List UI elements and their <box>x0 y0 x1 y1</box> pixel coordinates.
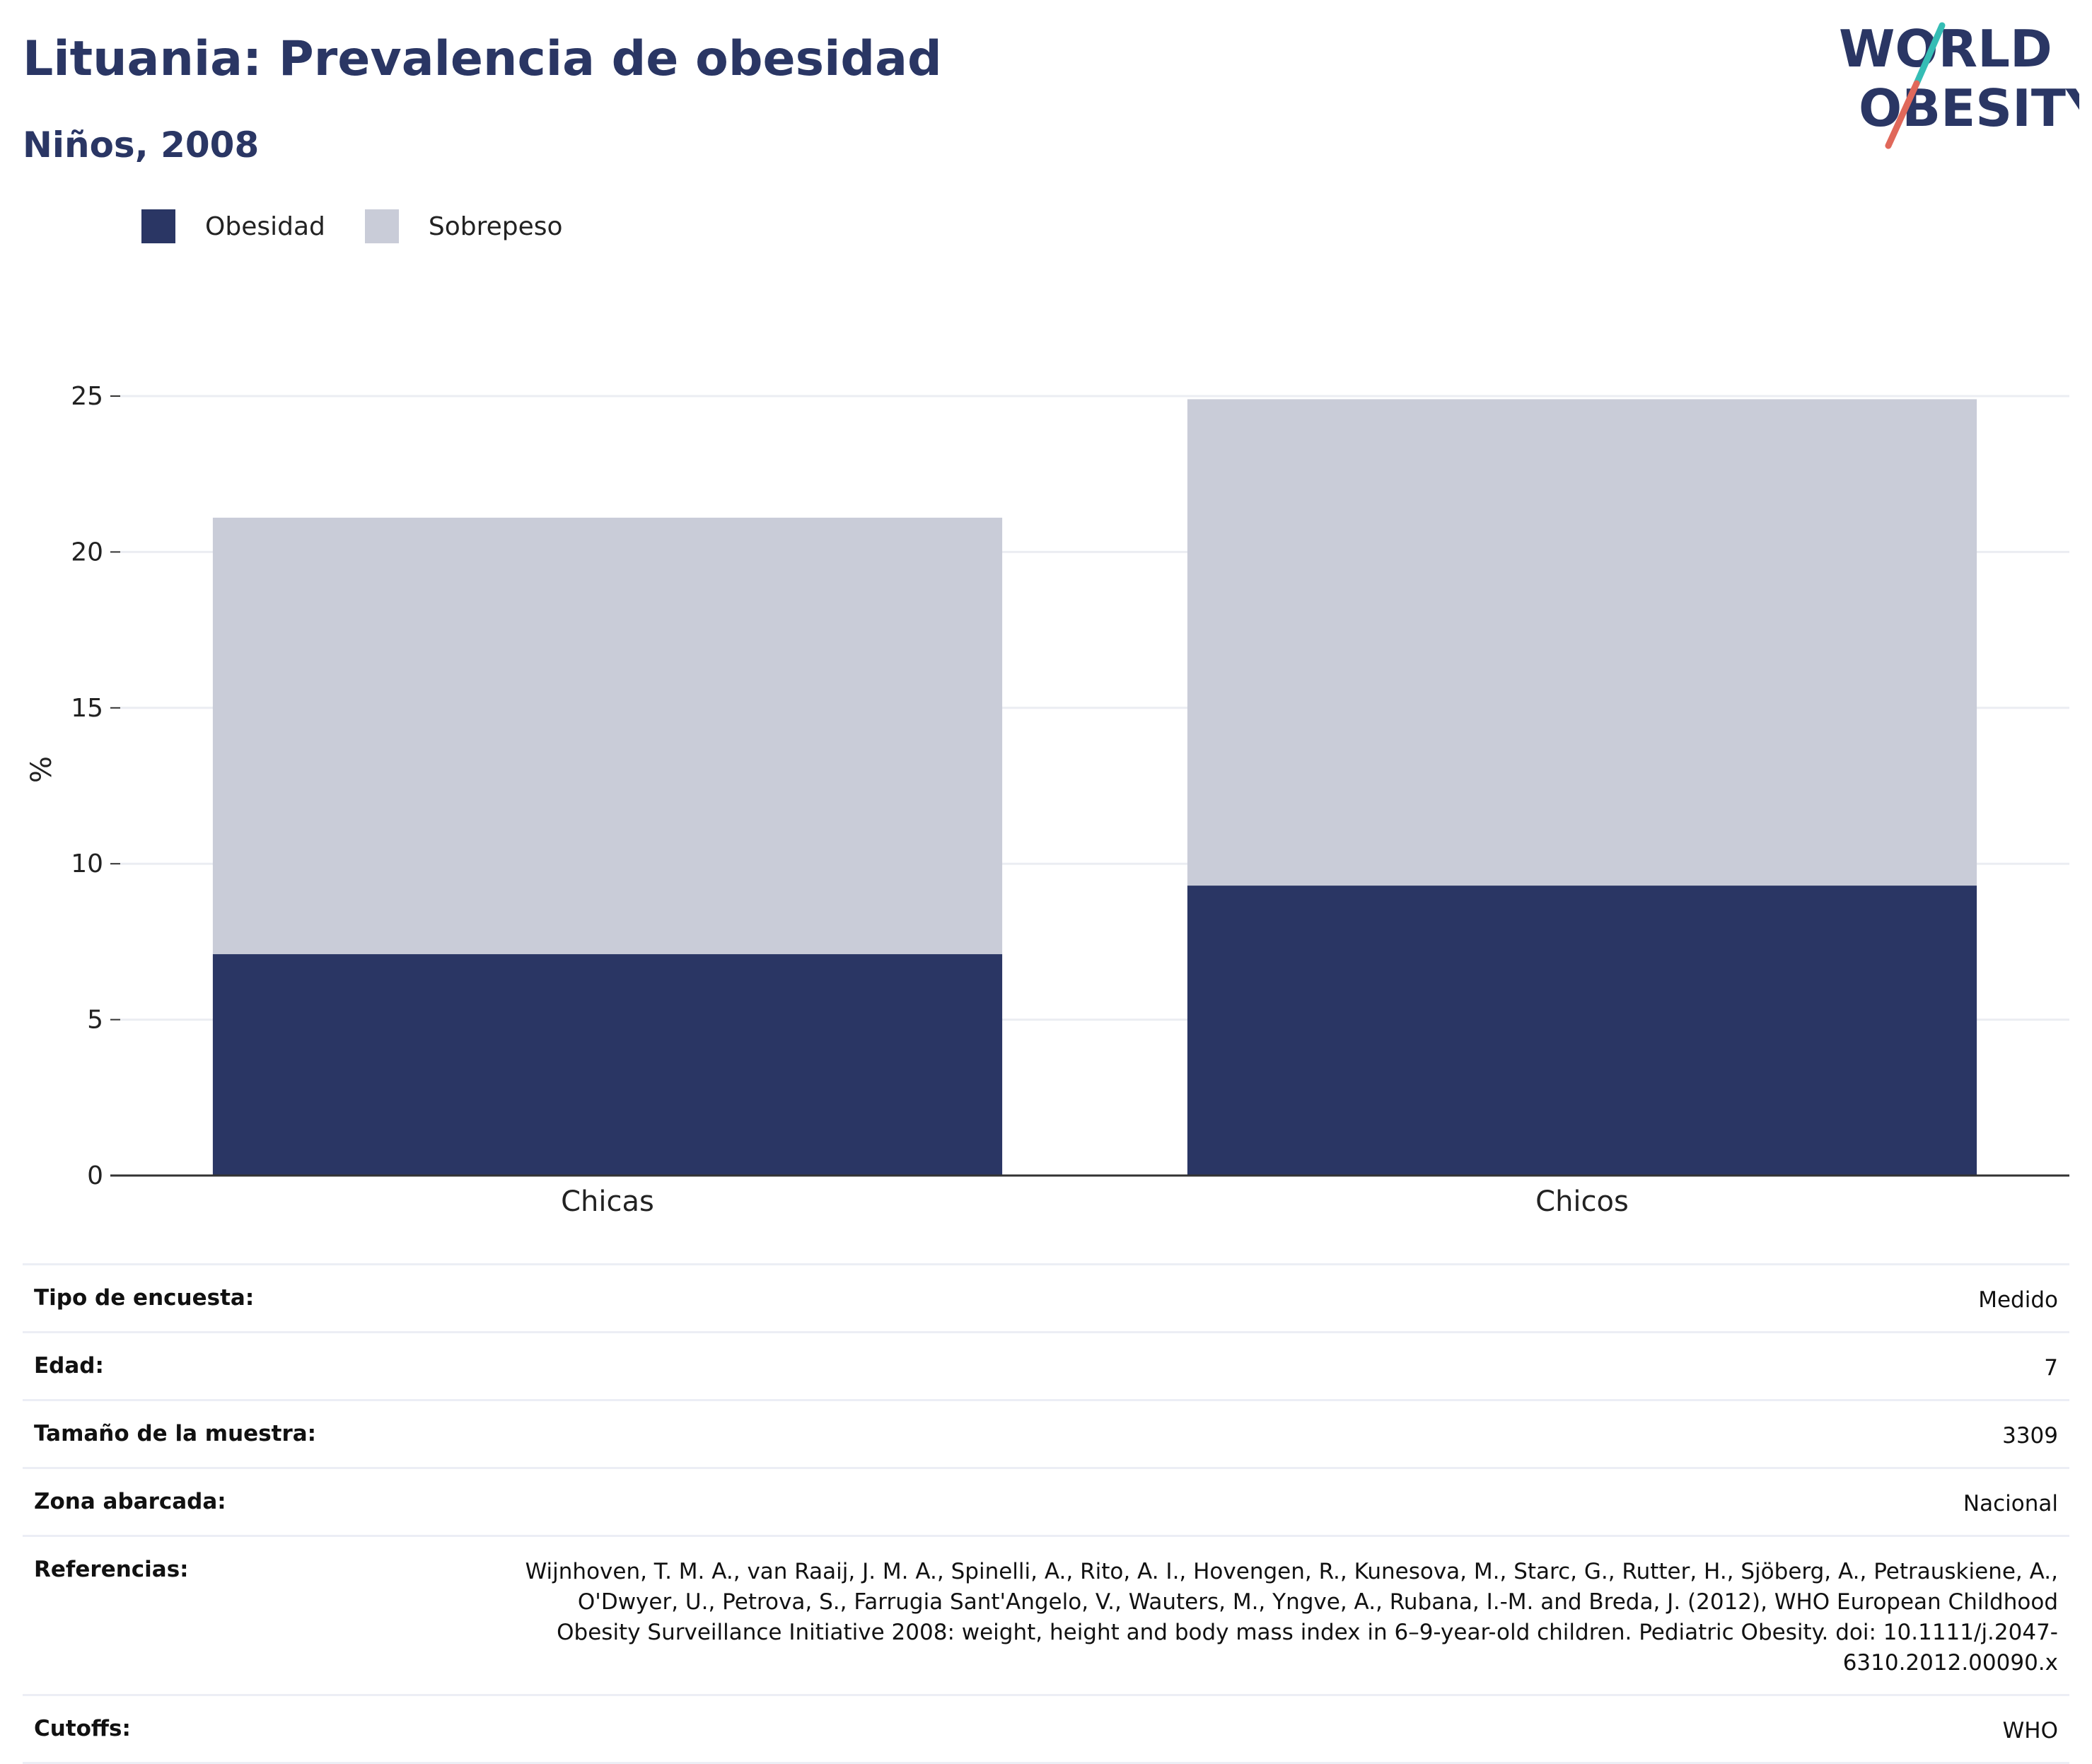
y-axis-title: % <box>25 756 58 783</box>
info-value: 3309 <box>2002 1423 2058 1449</box>
bar-layer <box>212 399 1977 1176</box>
info-key: Cutoffs: <box>34 1716 131 1741</box>
x-category-label: Chicos <box>1535 1185 1629 1218</box>
legend-item-obesidad[interactable]: Obesidad <box>141 209 325 243</box>
info-row-references: Referencias: Wijnhoven, T. M. A., van Ra… <box>23 1535 2069 1694</box>
info-value: Nacional <box>1963 1491 2058 1516</box>
info-row-age: Edad: 7 <box>23 1331 2069 1399</box>
info-row-cutoffs: Cutoffs: WHO <box>23 1694 2069 1764</box>
bar-obesidad-chicas <box>212 954 1003 1176</box>
info-key: Zona abarcada: <box>34 1489 226 1514</box>
info-key: Tamaño de la muestra: <box>34 1421 317 1446</box>
info-value: Medido <box>1978 1287 2058 1313</box>
chart-title: Lituania: Prevalencia de obesidad <box>23 31 942 87</box>
legend-swatch-obesidad <box>141 209 175 243</box>
axis-layer: 0 5 10 15 20 25 Chicas Chicos <box>71 382 2069 1218</box>
y-tick-label: 20 <box>71 538 103 567</box>
y-tick-label: 15 <box>71 694 103 723</box>
info-value: WHO <box>2002 1718 2058 1743</box>
bar-obesidad-chicos <box>1187 886 1977 1176</box>
logo-text-obesity: OBESITY <box>1859 79 2079 138</box>
legend-swatch-sobrepeso <box>364 209 399 243</box>
y-tick-label: 25 <box>71 382 103 411</box>
world-obesity-logo: WORLD OBESITY <box>1839 20 2079 149</box>
bar-sobrepeso-chicos <box>1187 399 1977 886</box>
y-tick-label: 5 <box>87 1006 103 1035</box>
y-tick-label: 0 <box>87 1161 103 1190</box>
chart-subtitle: Niños, 2008 <box>23 124 260 166</box>
info-value-reference: Wijnhoven, T. M. A., van Raaij, J. M. A.… <box>525 1559 2058 1676</box>
logo-slash-teal <box>1913 22 1946 87</box>
info-row-area: Zona abarcada: Nacional <box>23 1467 2069 1535</box>
info-row-sample-size: Tamaño de la muestra: 3309 <box>23 1399 2069 1467</box>
info-key: Tipo de encuesta: <box>34 1285 255 1311</box>
survey-info-table: Tipo de encuesta: Medido Edad: 7 Tamaño … <box>23 1263 2069 1764</box>
legend-label-sobrepeso: Sobrepeso <box>428 211 563 241</box>
stacked-bar-chart: 0 5 10 15 20 25 Chicas Chicos % <box>25 382 2069 1218</box>
logo-slash-coral <box>1885 80 1920 149</box>
x-category-label: Chicas <box>561 1185 654 1218</box>
info-row-survey-type: Tipo de encuesta: Medido <box>23 1263 2069 1331</box>
y-tick-label: 10 <box>71 849 103 878</box>
info-key: Edad: <box>34 1353 104 1379</box>
legend-label-obesidad: Obesidad <box>205 211 325 241</box>
legend: Obesidad Sobrepeso <box>141 209 603 243</box>
info-key: Referencias: <box>34 1557 189 1582</box>
bar-sobrepeso-chicas <box>212 517 1003 955</box>
info-value: 7 <box>2044 1355 2058 1381</box>
legend-item-sobrepeso[interactable]: Sobrepeso <box>364 209 563 243</box>
logo-text-world: WORLD <box>1839 20 2052 79</box>
